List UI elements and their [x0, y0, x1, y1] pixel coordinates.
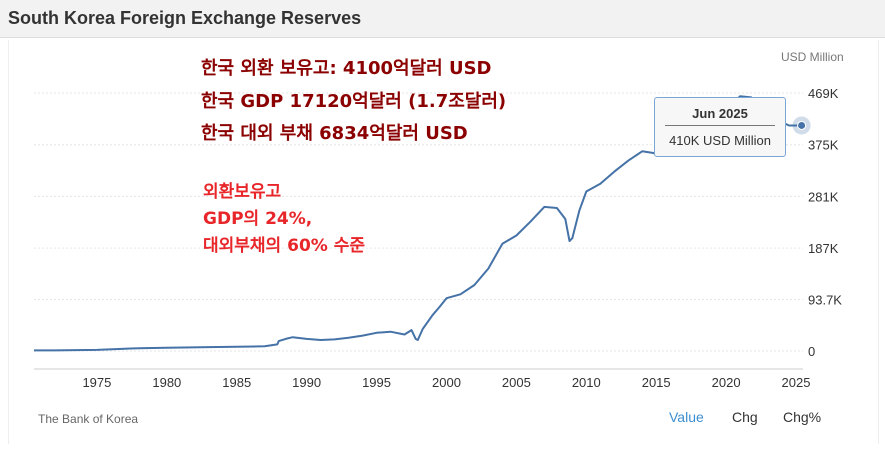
hover-marker [797, 120, 807, 130]
annotation-red-line-3: 대외부채의 60% 수준 [203, 236, 366, 256]
annotation-reserves: 한국 외환 보유고: 4100억달러 USD [201, 58, 492, 79]
y-tick-label: 281K [808, 189, 839, 204]
x-tick-label: 2015 [642, 375, 671, 390]
source-label: The Bank of Korea [38, 412, 139, 426]
y-tick-label: 187K [808, 241, 839, 256]
x-tick-label: 1980 [152, 375, 181, 390]
tab-chg-percent[interactable]: Chg% [783, 409, 822, 425]
y-tick-label: 93.7K [808, 292, 842, 307]
x-tick-label: 1985 [222, 375, 251, 390]
y-tick-label: 0 [808, 344, 815, 359]
tooltip-date: Jun 2025 [692, 106, 748, 121]
x-tick-label: 2020 [712, 375, 741, 390]
annotation-gdp: 한국 GDP 17120억달러 (1.7조달러) [201, 91, 507, 112]
page-header: South Korea Foreign Exchange Reserves [0, 0, 885, 38]
x-tick-label: 2025 [782, 375, 811, 390]
y-tick-label: 375K [808, 138, 839, 153]
annotation-red-line-2: GDP의 24%, [203, 209, 313, 229]
x-tick-label: 1995 [362, 375, 391, 390]
x-tick-label: 1990 [292, 375, 321, 390]
y-unit-label: USD Million [781, 50, 844, 64]
tooltip-divider [665, 125, 775, 126]
chart-tooltip: Jun 2025 410K USD Million [654, 97, 786, 157]
x-tick-label: 2005 [502, 375, 531, 390]
annotation-external-debt: 한국 대외 부채 6834억달러 USD [201, 123, 468, 144]
annotation-red-line-1: 외환보유고 [203, 182, 282, 202]
tab-chg[interactable]: Chg [732, 409, 758, 425]
tab-value[interactable]: Value [669, 409, 704, 425]
y-tick-label: 469K [808, 86, 839, 101]
x-tick-label: 1975 [82, 375, 111, 390]
page-title: South Korea Foreign Exchange Reserves [8, 8, 362, 28]
x-tick-label: 2000 [432, 375, 461, 390]
tooltip-value: 410K USD Million [669, 133, 771, 148]
x-tick-label: 2010 [572, 375, 601, 390]
